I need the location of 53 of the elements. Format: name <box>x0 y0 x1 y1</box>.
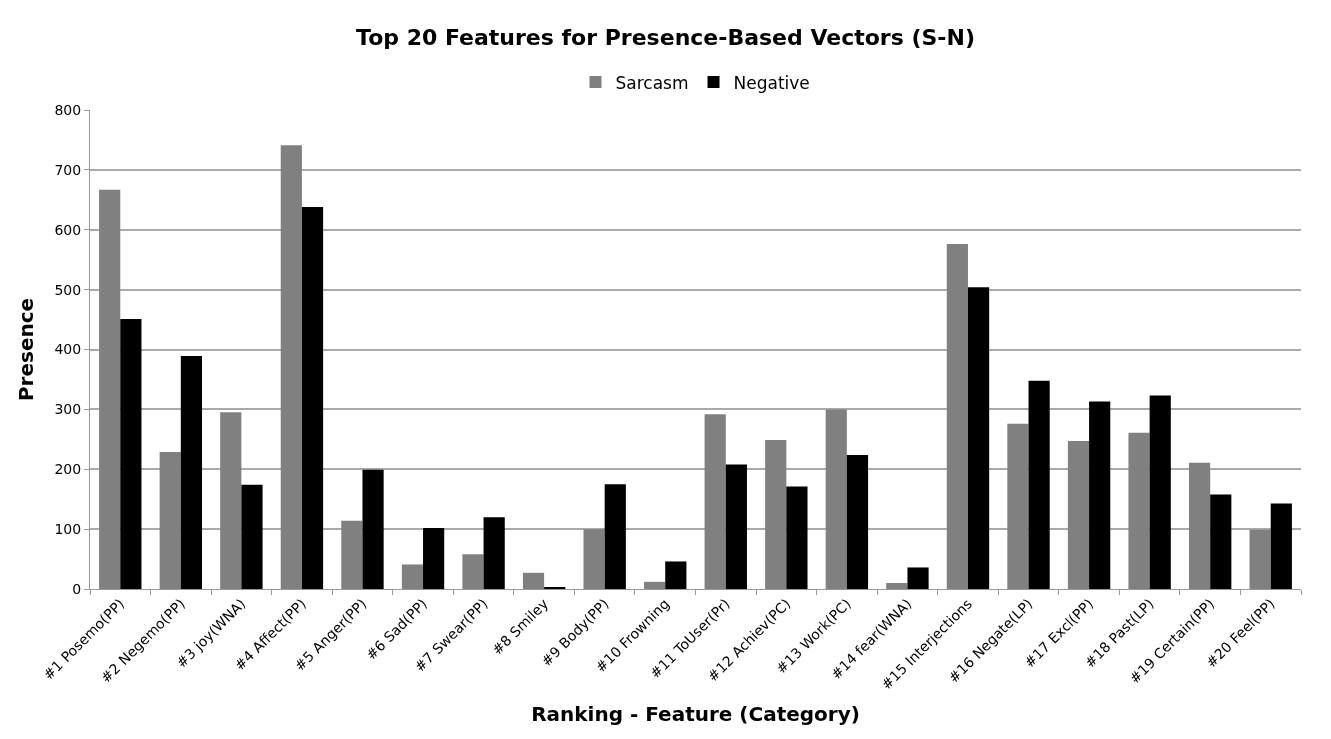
bar <box>825 409 847 589</box>
bar <box>362 469 384 589</box>
chart-title: Top 20 Features for Presence-Based Vectors (S-N) <box>356 24 975 50</box>
bar <box>1028 380 1050 589</box>
bar <box>967 287 990 589</box>
bar <box>241 484 263 589</box>
bar <box>280 145 302 589</box>
y-tick-label: 100 <box>54 521 82 538</box>
bar <box>1149 395 1171 589</box>
bar <box>99 189 121 589</box>
bar <box>180 356 203 589</box>
y-tick-label: 500 <box>54 281 82 298</box>
bar <box>1210 494 1232 589</box>
bar <box>1270 503 1292 589</box>
bar <box>423 527 445 589</box>
bar <box>1188 462 1211 589</box>
bar <box>159 451 181 589</box>
bar <box>341 520 363 589</box>
bar <box>1007 423 1029 589</box>
bar <box>725 464 747 589</box>
y-axis-title: Presence <box>13 297 38 402</box>
y-tick-label: 200 <box>54 461 82 478</box>
bar <box>462 554 484 589</box>
y-tick-label: 800 <box>54 101 82 118</box>
bar <box>1128 432 1150 589</box>
bar <box>522 572 545 589</box>
bar <box>644 581 666 589</box>
bar <box>120 318 142 589</box>
bar <box>886 583 908 589</box>
bar <box>786 486 808 589</box>
bar <box>1249 529 1271 589</box>
x-axis-title: Ranking - Feature (Category) <box>531 702 860 727</box>
bar <box>907 567 929 589</box>
bar <box>483 517 505 589</box>
bar <box>846 454 869 589</box>
bar <box>1089 401 1111 589</box>
legend-label: Negative <box>733 72 810 93</box>
bar <box>583 529 605 589</box>
y-tick-label: 700 <box>54 161 82 178</box>
bar <box>665 561 687 589</box>
bar <box>301 207 324 589</box>
y-tick-label: 300 <box>54 401 82 418</box>
bar <box>1067 441 1090 589</box>
y-tick-label: 0 <box>72 580 82 597</box>
bar <box>704 414 726 589</box>
bar <box>401 564 424 589</box>
bar <box>765 439 787 589</box>
y-tick-label: 600 <box>54 221 82 238</box>
bar <box>604 484 626 589</box>
y-tick-label: 400 <box>54 341 82 358</box>
bar <box>220 412 242 589</box>
legend-label: Sarcasm <box>615 72 689 93</box>
bar <box>946 244 968 589</box>
